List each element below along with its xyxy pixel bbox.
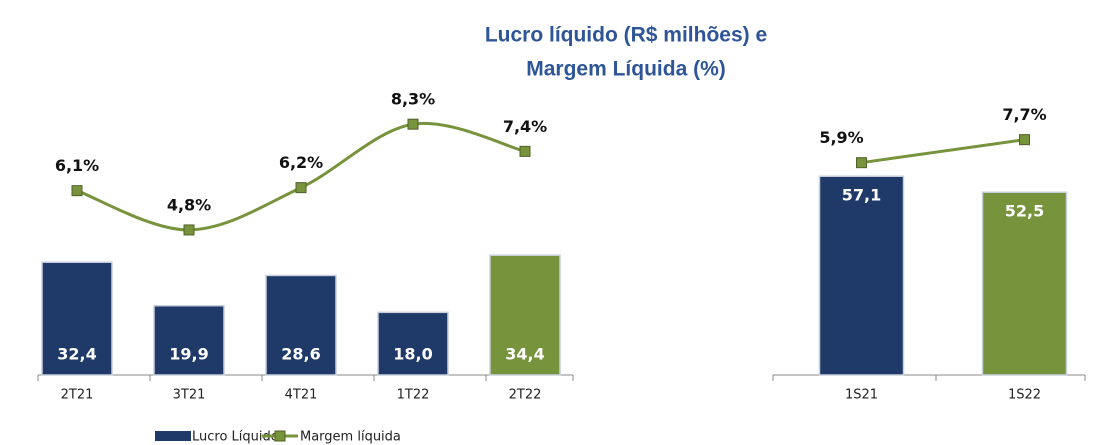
x-tick-label: 2T21 — [61, 388, 94, 403]
chart-title: Margem Líquida (%) — [526, 58, 726, 81]
bar — [41, 261, 113, 376]
data-label: 8,3% — [391, 90, 435, 109]
data-label: 28,6 — [281, 345, 320, 364]
line-marker — [295, 182, 307, 194]
x-tick-label: 1S21 — [845, 388, 878, 403]
bar — [265, 274, 337, 376]
data-label: 32,4 — [57, 345, 96, 364]
bar — [377, 311, 449, 376]
data-label: 57,1 — [842, 186, 881, 205]
line-marker — [183, 224, 195, 236]
x-tick-label: 2T22 — [509, 388, 542, 403]
chart-title: Lucro líquido (R$ milhões) e — [485, 24, 767, 47]
data-label: 19,9 — [169, 345, 208, 364]
data-label: 52,5 — [1005, 202, 1044, 221]
data-label: 34,4 — [505, 345, 544, 364]
data-label: 18,0 — [393, 345, 432, 364]
x-tick-label: 1T22 — [397, 388, 430, 403]
legend-label: Margem líquida — [300, 430, 401, 445]
data-label: 5,9% — [819, 128, 863, 147]
legend-swatch — [155, 431, 191, 441]
data-label: 7,7% — [1002, 105, 1046, 124]
line — [861, 138, 1025, 165]
data-label: 7,4% — [503, 117, 547, 136]
x-tick-label: 3T21 — [173, 388, 206, 403]
line-marker — [856, 157, 867, 169]
line — [76, 121, 526, 232]
data-label: 6,1% — [55, 156, 99, 175]
line-marker — [407, 118, 419, 130]
line-marker — [519, 145, 531, 157]
legend-swatch — [274, 430, 286, 442]
bar — [981, 191, 1068, 376]
data-label: 6,2% — [279, 153, 323, 172]
line-marker — [71, 185, 83, 197]
bar — [489, 254, 561, 376]
data-label: 4,8% — [167, 195, 211, 214]
bar — [153, 304, 225, 376]
legend-label: Lucro Líquido — [192, 430, 279, 445]
x-tick-label: 1S22 — [1008, 388, 1041, 403]
bar — [818, 175, 905, 376]
line-marker — [1019, 134, 1030, 146]
x-tick-label: 4T21 — [285, 388, 318, 403]
